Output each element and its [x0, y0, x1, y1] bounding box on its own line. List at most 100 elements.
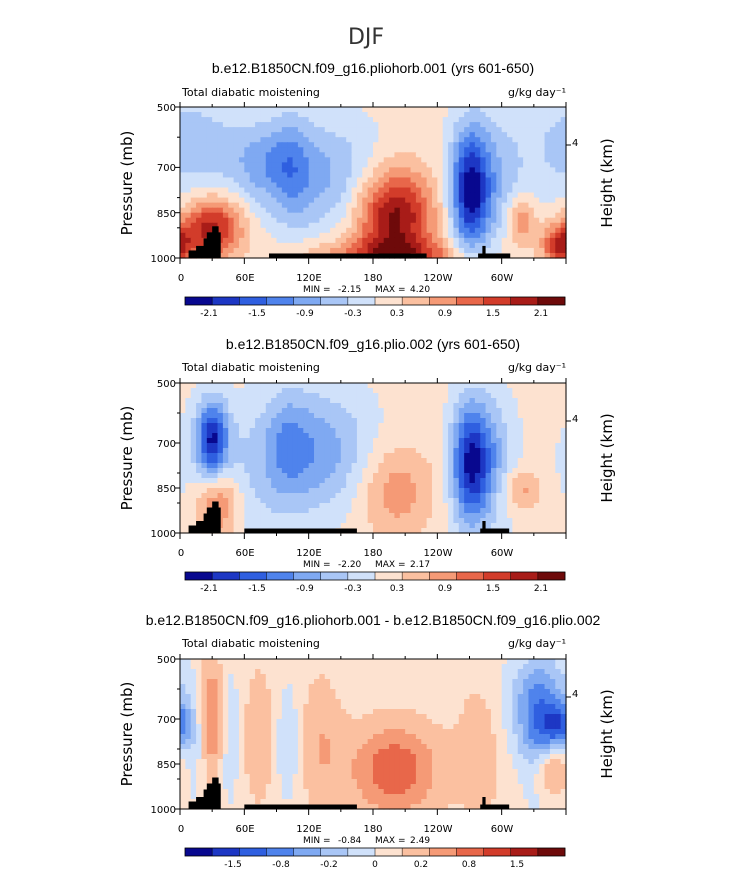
heatmap-cell — [490, 403, 497, 409]
heatmap-cell — [517, 493, 524, 499]
heatmap-cell — [271, 117, 278, 123]
heatmap-cell — [222, 503, 229, 509]
heatmap-cell — [346, 207, 353, 214]
topography-block — [480, 528, 510, 533]
heatmap-cell — [501, 413, 508, 419]
heatmap-cell — [292, 448, 299, 454]
heatmap-cell — [442, 207, 449, 214]
heatmap-cell — [539, 433, 546, 439]
heatmap-cell — [469, 212, 476, 219]
heatmap-cell — [405, 503, 412, 509]
heatmap-cell — [362, 659, 369, 665]
heatmap-cell — [319, 187, 326, 194]
heatmap-cell — [501, 498, 508, 504]
heatmap-cell — [517, 433, 524, 439]
heatmap-cell — [276, 468, 283, 474]
heatmap-cell — [346, 383, 353, 389]
heatmap-cell — [196, 172, 203, 179]
heatmap-cell — [421, 413, 428, 419]
heatmap-cell — [490, 438, 497, 444]
heatmap-cell — [351, 503, 358, 509]
heatmap-cell — [490, 222, 497, 229]
heatmap-cell — [448, 217, 455, 224]
heatmap-cell — [437, 202, 444, 209]
panel-1-y-ticks — [175, 106, 571, 259]
heatmap-cell — [265, 232, 272, 239]
heatmap-cell — [560, 478, 567, 484]
heatmap-cell — [212, 659, 219, 665]
heatmap-cell — [297, 513, 304, 519]
heatmap-cell — [260, 172, 267, 179]
heatmap-cell — [217, 122, 224, 128]
heatmap-cell — [217, 413, 224, 419]
heatmap-cell — [249, 498, 256, 504]
heatmap-cell — [319, 468, 326, 474]
heatmap-cell — [222, 252, 229, 259]
heatmap-cell — [206, 167, 213, 174]
heatmap-cell — [431, 423, 438, 429]
heatmap-cell — [297, 107, 304, 113]
heatmap-cell — [190, 227, 197, 234]
heatmap-cell — [485, 107, 492, 113]
heatmap-cell — [560, 212, 567, 219]
heatmap-cell — [458, 458, 465, 464]
heatmap-cell — [383, 468, 390, 474]
heatmap-cell — [271, 669, 278, 675]
heatmap-cell — [196, 513, 203, 519]
heatmap-cell — [437, 508, 444, 514]
heatmap-cell — [244, 252, 251, 259]
heatmap-cell — [340, 207, 347, 214]
heatmap-cell — [383, 117, 390, 123]
heatmap-cell — [190, 488, 197, 494]
heatmap-cell — [287, 408, 294, 414]
heatmap-cell — [228, 488, 235, 494]
heatmap-cell — [533, 669, 540, 675]
heatmap-cell — [324, 443, 331, 449]
heatmap-cell — [222, 518, 229, 524]
heatmap-cell — [351, 518, 358, 524]
heatmap-cell — [378, 674, 385, 680]
heatmap-cell — [523, 483, 530, 489]
heatmap-cell — [389, 237, 396, 244]
heatmap-cell — [185, 413, 192, 419]
heatmap-cell — [180, 117, 186, 123]
heatmap-cell — [560, 473, 567, 479]
heatmap-cell — [389, 448, 396, 454]
heatmap-cell — [255, 473, 262, 479]
heatmap-cell — [415, 669, 422, 675]
heatmap-cell — [496, 413, 503, 419]
heatmap-cell — [469, 172, 476, 179]
heatmap-cell — [549, 508, 556, 514]
heatmap-cell — [206, 448, 213, 454]
heatmap-cell — [426, 398, 433, 404]
heatmap-cell — [244, 132, 251, 138]
heatmap-cell — [265, 513, 272, 519]
heatmap-cell — [394, 398, 401, 404]
heatmap-cell — [490, 423, 497, 429]
heatmap-cell — [233, 403, 240, 409]
heatmap-cell — [255, 187, 262, 194]
heatmap-cell — [356, 443, 363, 449]
heatmap-cell — [276, 232, 283, 239]
heatmap-cell — [469, 498, 476, 504]
heatmap-cell — [496, 177, 503, 184]
heatmap-cell — [507, 177, 513, 184]
heatmap-cell — [544, 458, 551, 464]
heatmap-cell — [469, 182, 476, 189]
heatmap-cell — [544, 122, 551, 128]
heatmap-cell — [373, 237, 379, 244]
heatmap-cell — [228, 684, 235, 690]
heatmap-cell — [512, 237, 519, 244]
heatmap-cell — [415, 684, 422, 690]
heatmap-cell — [335, 458, 342, 464]
heatmap-cell — [501, 473, 508, 479]
heatmap-cell — [206, 433, 213, 439]
heatmap-cell — [496, 679, 503, 685]
heatmap-cell — [383, 393, 390, 399]
heatmap-cell — [496, 423, 503, 429]
heatmap-cell — [448, 242, 455, 249]
heatmap-cell — [217, 473, 224, 479]
heatmap-cell — [512, 232, 519, 239]
heatmap-cell — [238, 664, 245, 670]
heatmap-cell — [469, 247, 476, 254]
